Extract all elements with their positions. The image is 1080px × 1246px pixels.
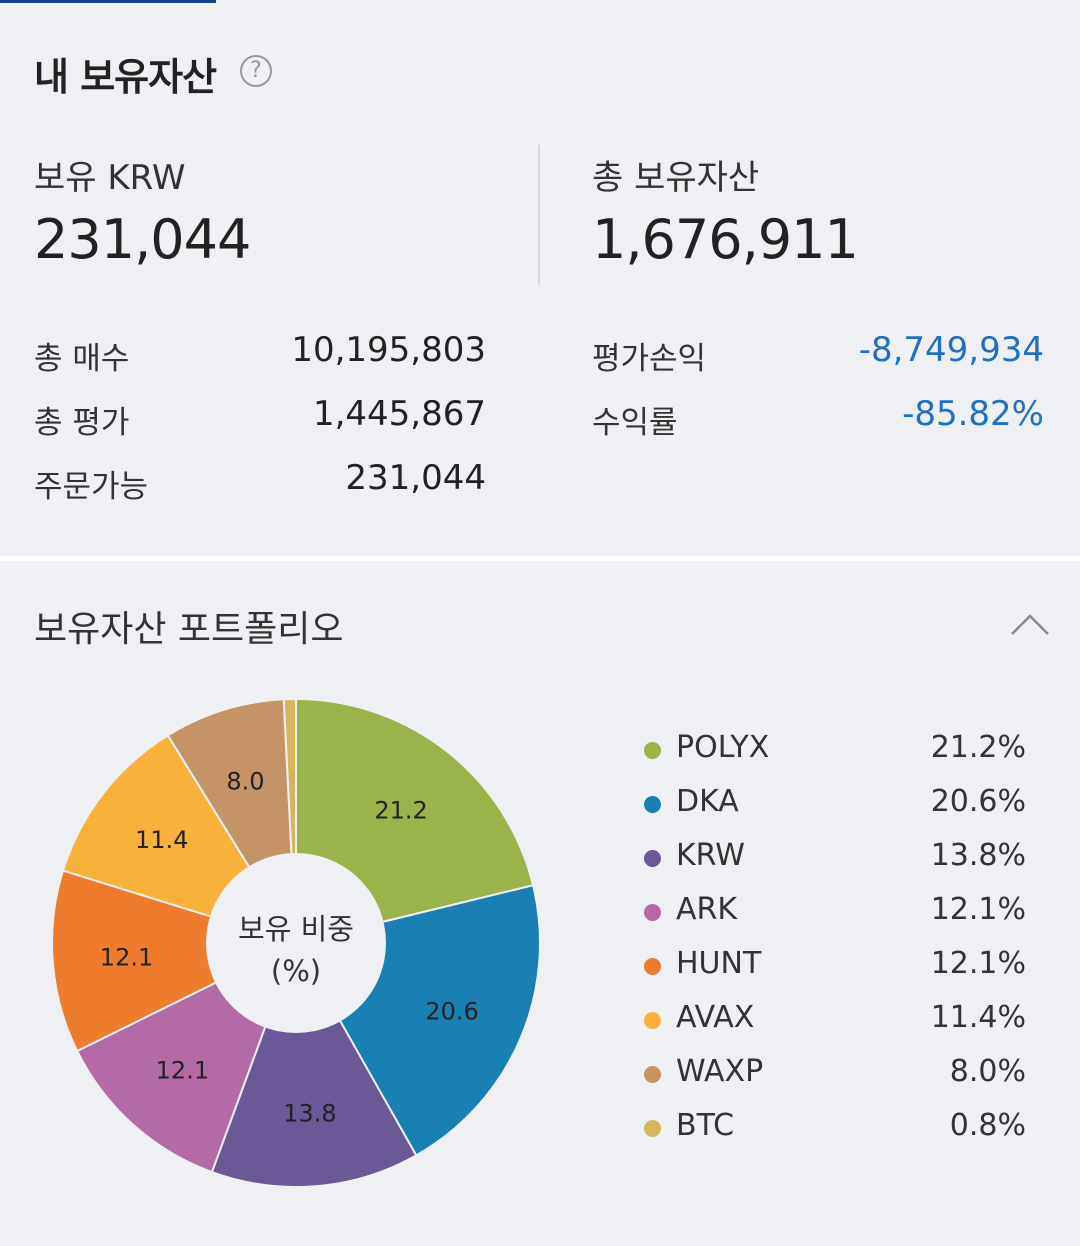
pnl-label: 평가손익 bbox=[592, 341, 707, 377]
summary-divider bbox=[538, 145, 540, 285]
legend-dot bbox=[644, 904, 661, 921]
legend-item-hunt: HUNT 12.1% bbox=[640, 946, 1030, 1000]
legend-name: AVAX bbox=[676, 1000, 755, 1035]
legend-pct: 13.8% bbox=[930, 838, 1026, 873]
pie-label-dka: 20.6 bbox=[425, 998, 478, 1026]
legend-dot bbox=[644, 742, 661, 759]
page-title: 내 보유자산 bbox=[34, 55, 217, 99]
total-buy-value: 10,195,803 bbox=[291, 330, 486, 370]
total-eval-value: 1,445,867 bbox=[312, 394, 486, 434]
return-rate-value: -85.82% bbox=[902, 394, 1044, 434]
total-assets-value: 1,676,911 bbox=[592, 208, 859, 271]
legend-name: KRW bbox=[676, 838, 745, 873]
legend-dot bbox=[644, 1120, 661, 1137]
legend-dot bbox=[644, 1012, 661, 1029]
total-buy-label: 총 매수 bbox=[34, 341, 130, 377]
top-tab-indicator bbox=[0, 0, 216, 3]
pie-center-label-line2: (%) bbox=[271, 954, 321, 988]
pie-label-polyx: 21.2 bbox=[374, 796, 427, 824]
total-assets-label: 총 보유자산 bbox=[592, 158, 760, 198]
legend-item-krw: KRW 13.8% bbox=[640, 838, 1030, 892]
krw-label: 보유 KRW bbox=[34, 158, 186, 198]
orderable-label: 주문가능 bbox=[34, 469, 149, 505]
legend-pct: 0.8% bbox=[949, 1108, 1026, 1143]
legend-item-polyx: POLYX 21.2% bbox=[640, 730, 1030, 784]
legend-name: ARK bbox=[676, 892, 738, 927]
legend-name: BTC bbox=[676, 1108, 735, 1143]
krw-value: 231,044 bbox=[34, 208, 251, 271]
portfolio-title: 보유자산 포트폴리오 bbox=[34, 609, 344, 650]
pie-slice-krw bbox=[210, 940, 418, 1188]
pie-center-hole bbox=[206, 853, 386, 1033]
pie-slice-hunt bbox=[51, 869, 299, 1053]
legend-item-waxp: WAXP 8.0% bbox=[640, 1054, 1030, 1108]
help-icon[interactable]: ? bbox=[240, 55, 272, 87]
legend-dot bbox=[644, 850, 661, 867]
legend-pct: 12.1% bbox=[930, 892, 1026, 927]
legend-pct: 20.6% bbox=[930, 784, 1026, 819]
legend-pct: 12.1% bbox=[930, 946, 1026, 981]
portfolio-legend: POLYX 21.2% DKA 20.6% KRW 13.8% ARK 12.1% HUNT 12… bbox=[640, 730, 1030, 1162]
total-eval-label: 총 평가 bbox=[34, 405, 130, 441]
legend-pct: 8.0% bbox=[949, 1054, 1026, 1089]
legend-name: POLYX bbox=[676, 730, 770, 765]
legend-dot bbox=[644, 958, 661, 975]
legend-name: HUNT bbox=[676, 946, 762, 981]
legend-item-dka: DKA 20.6% bbox=[640, 784, 1030, 838]
legend-item-btc: BTC 0.8% bbox=[640, 1108, 1030, 1162]
legend-dot bbox=[644, 796, 661, 813]
section-divider bbox=[0, 556, 1080, 561]
pie-label-waxp: 8.0 bbox=[226, 768, 264, 796]
pie-label-ark: 12.1 bbox=[156, 1056, 209, 1084]
pnl-value: -8,749,934 bbox=[858, 330, 1044, 370]
legend-name: DKA bbox=[676, 784, 739, 819]
portfolio-pie-chart: 21.2 20.6 13.8 12.1 12.1 11.4 8.0 보유 비중 (%) bbox=[51, 697, 541, 1188]
legend-name: WAXP bbox=[676, 1054, 764, 1089]
pie-center-label-line1: 보유 비중 bbox=[238, 912, 354, 946]
legend-item-ark: ARK 12.1% bbox=[640, 892, 1030, 946]
chevron-up-icon[interactable] bbox=[1010, 612, 1050, 636]
legend-item-avax: AVAX 11.4% bbox=[640, 1000, 1030, 1054]
pie-label-krw: 13.8 bbox=[283, 1099, 336, 1127]
pie-label-avax: 11.4 bbox=[135, 826, 188, 854]
orderable-value: 231,044 bbox=[345, 458, 486, 498]
pie-label-hunt: 12.1 bbox=[100, 943, 153, 971]
legend-pct: 21.2% bbox=[930, 730, 1026, 765]
legend-dot bbox=[644, 1066, 661, 1083]
legend-pct: 11.4% bbox=[930, 1000, 1026, 1035]
return-rate-label: 수익률 bbox=[592, 405, 678, 441]
